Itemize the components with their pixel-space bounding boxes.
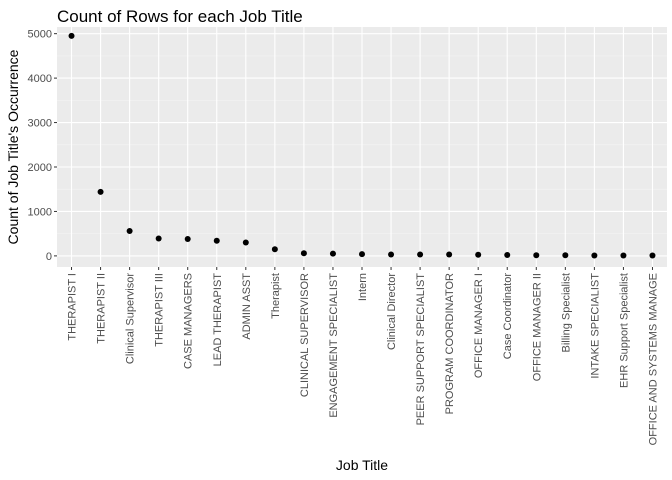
data-point <box>155 235 162 242</box>
y-tick-label: 5000 <box>28 29 52 41</box>
x-tick-label: EHR Support Specialist <box>618 273 630 388</box>
y-axis-ticks: 0 1000 2000 3000 4000 5000 <box>28 29 57 263</box>
x-tick-label: Therapist <box>270 273 282 319</box>
x-tick-label: PROGRAM COORDINATOR <box>444 273 456 414</box>
x-tick-label: THERAPIST II <box>96 273 108 344</box>
data-point <box>213 237 220 244</box>
data-point <box>649 252 656 259</box>
data-point <box>271 246 278 253</box>
data-point <box>359 251 365 258</box>
x-tick-label: Clinical Director <box>386 273 398 350</box>
data-point <box>446 251 453 258</box>
x-tick-label: Case Coordinator <box>502 273 514 360</box>
data-point <box>97 188 104 195</box>
data-point <box>126 228 133 234</box>
data-point <box>388 251 395 258</box>
x-tick-label: THERAPIST I <box>67 273 79 341</box>
y-axis-title: Count of Job Title's Occurrence <box>5 49 21 244</box>
point-layer <box>68 32 656 259</box>
data-point <box>504 252 511 258</box>
data-point <box>591 252 598 259</box>
data-point <box>184 236 191 242</box>
x-tick-label: CLINICAL SUPERVISOR <box>299 273 311 397</box>
x-tick-label: INTAKE SPECIALIST <box>589 273 601 379</box>
x-tick-label: Billing Specialist <box>560 273 572 352</box>
x-tick-label: OFFICE MANAGER II <box>531 273 543 381</box>
x-tick-label: OFFICE MANAGER I <box>473 273 485 378</box>
x-axis-ticks: THERAPIST I THERAPIST II Clinical Supervis… <box>67 267 659 445</box>
x-tick-label: THERAPIST III <box>154 273 166 347</box>
grid-layer <box>57 27 667 267</box>
y-tick-label: 4000 <box>28 73 52 85</box>
data-point <box>562 252 569 259</box>
chart-title: Count of Rows for each Job Title <box>57 7 303 26</box>
y-tick-label: 1000 <box>28 206 52 218</box>
x-tick-label: Intern <box>357 273 369 301</box>
data-point <box>417 251 424 258</box>
data-point <box>533 252 540 259</box>
data-point <box>242 239 249 246</box>
x-tick-label: CASE MANAGERS <box>183 273 195 369</box>
x-tick-label: ENGAGEMENT SPECIALIST <box>328 273 340 418</box>
x-tick-label: ADMIN ASST <box>241 273 253 340</box>
x-axis-title: Job Title <box>336 457 388 473</box>
x-tick-label: PEER SUPPORT SPECIALIST <box>415 273 427 426</box>
data-point <box>300 250 307 257</box>
y-tick-label: 0 <box>46 251 52 263</box>
x-tick-label: OFFICE AND SYSTEMS MANAGE <box>647 273 659 445</box>
data-point <box>329 250 336 257</box>
data-point <box>620 252 627 259</box>
y-tick-label: 2000 <box>28 162 52 174</box>
y-tick-label: 3000 <box>28 118 52 130</box>
x-tick-label: LEAD THERAPIST <box>212 273 224 367</box>
data-point <box>475 251 482 258</box>
x-tick-label: Clinical Supervisor <box>125 273 137 364</box>
data-point <box>68 32 75 39</box>
